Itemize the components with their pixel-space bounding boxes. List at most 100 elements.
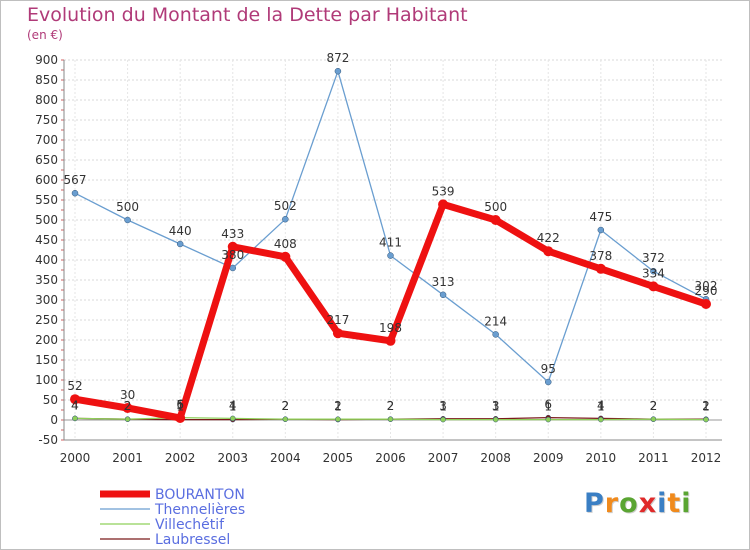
data-label-laubressel: 4 (597, 398, 605, 412)
data-point-villechetif (598, 416, 604, 423)
legend-label-laubressel: Laubressel (155, 532, 230, 548)
y-tick-label: 200 (35, 333, 58, 347)
data-label-thennelieres: 380 (221, 248, 244, 262)
data-label-villechetif: 2 (124, 399, 132, 413)
data-label-villechetif: 1 (439, 400, 447, 414)
axes: -50 0 50 100 150 200 250 300 350 400 450 500 550 600 6… (35, 53, 722, 465)
y-tick-label: 700 (35, 133, 58, 147)
data-point-bouranton (490, 215, 501, 225)
data-label-bouranton: 30 (120, 388, 135, 402)
data-point-villechetif (492, 416, 499, 423)
data-label-thennelieres: 313 (432, 275, 455, 289)
data-point-bouranton (175, 413, 186, 423)
data-point-thennelieres (71, 189, 79, 197)
data-label-bouranton: 334 (642, 266, 665, 280)
y-tick-label: 600 (35, 173, 58, 187)
data-label-thennelieres: 502 (274, 199, 297, 213)
data-label-villechetif: 4 (71, 398, 79, 412)
x-tick-label: 2011 (638, 451, 669, 465)
data-point-bouranton (227, 241, 238, 252)
data-label-villechetif: 6 (176, 398, 184, 412)
y-tick-label: 100 (35, 373, 58, 387)
data-point-thennelieres (492, 331, 499, 338)
data-label-laubressel: 2 (282, 399, 290, 413)
logo-letter: i (657, 488, 668, 519)
data-label-bouranton: 433 (221, 227, 244, 241)
logo-letter: i (681, 488, 692, 519)
data-label-thennelieres: 214 (484, 314, 507, 328)
proxiti-logo: Proxiti (584, 488, 692, 519)
x-tick-label: 2004 (270, 451, 301, 465)
data-point-villechetif (650, 416, 657, 422)
legend-label-bouranton: BOURANTON (155, 487, 245, 503)
data-label-laubressel: 3 (439, 399, 447, 413)
y-tick-label: 300 (35, 293, 58, 307)
data-label-laubressel: 2 (650, 399, 658, 413)
data-label-villechetif: 1 (702, 400, 710, 414)
data-point-thennelieres (282, 215, 289, 223)
y-tick-label: 800 (35, 93, 58, 107)
data-point-villechetif (440, 416, 446, 423)
data-labels: 4 2 1 1 2 1 2 3 3 6 4 2 24 2 6 4 2 2 2 1 1 1 1 2 156750044038050… (64, 51, 718, 413)
x-tick-label: 2012 (691, 451, 722, 465)
data-point-bouranton (385, 335, 396, 346)
data-label-laubressel: 3 (492, 399, 500, 413)
y-tick-label: 550 (35, 193, 58, 207)
data-point-thennelieres (439, 291, 447, 299)
data-point-thennelieres (387, 252, 394, 259)
x-tick-label: 2010 (586, 451, 617, 465)
logo-letter: o (619, 488, 639, 519)
data-point-bouranton (70, 394, 80, 405)
data-label-laubressel: 2 (124, 399, 132, 413)
data-point-bouranton (701, 299, 711, 309)
x-tick-label: 2001 (112, 451, 143, 465)
y-tick-label: 850 (35, 73, 58, 87)
y-tick-label: 900 (35, 53, 58, 67)
y-tick-label: 500 (35, 213, 58, 227)
data-point-thennelieres (545, 378, 552, 386)
data-label-thennelieres: 95 (541, 362, 556, 376)
data-label-bouranton: 290 (695, 284, 718, 298)
data-label-thennelieres: 411 (379, 236, 402, 250)
data-point-thennelieres (124, 216, 131, 224)
data-label-laubressel: 6 (544, 398, 552, 412)
x-tick-label: 2008 (480, 451, 511, 465)
data-label-bouranton: 52 (67, 379, 82, 393)
data-label-thennelieres: 372 (642, 251, 665, 265)
legend: BOURANTONThennelièresVillechétifLaubress… (100, 487, 245, 548)
y-tick-label: 50 (43, 393, 58, 407)
data-point-bouranton (543, 246, 554, 257)
logo-letter: x (638, 488, 658, 519)
data-point-thennelieres (650, 267, 657, 275)
logo-letter: P (584, 488, 605, 519)
data-point-bouranton (648, 281, 659, 292)
data-point-villechetif (72, 415, 78, 422)
data-point-villechetif (545, 416, 551, 423)
data-label-laubressel: 1 (334, 400, 342, 414)
data-point-thennelieres (334, 67, 342, 75)
data-label-laubressel: 1 (176, 400, 184, 414)
x-tick-label: 2002 (165, 451, 196, 465)
logo-letter: t (667, 488, 682, 519)
y-tick-label: 400 (35, 253, 58, 267)
y-tick-label: 250 (35, 313, 58, 327)
data-label-bouranton: 198 (379, 321, 402, 335)
series-layer (70, 67, 711, 423)
x-tick-label: 2009 (533, 451, 564, 465)
plot-area (64, 60, 722, 440)
data-label-bouranton: 217 (326, 313, 349, 327)
data-point-villechetif (124, 416, 131, 422)
data-label-laubressel: 2 (387, 399, 395, 413)
unit-label: (en €) (27, 28, 63, 42)
data-point-bouranton (332, 328, 343, 339)
data-label-thennelieres: 567 (64, 173, 87, 187)
y-tick-label: 0 (50, 413, 58, 427)
y-tick-label: 150 (35, 353, 58, 367)
data-label-bouranton: 539 (432, 184, 455, 198)
y-tick-label: 350 (35, 273, 58, 287)
y-tick-label: 650 (35, 153, 58, 167)
data-label-thennelieres: 500 (116, 200, 139, 214)
x-tick-label: 2007 (428, 451, 459, 465)
data-label-laubressel: 1 (229, 400, 237, 414)
